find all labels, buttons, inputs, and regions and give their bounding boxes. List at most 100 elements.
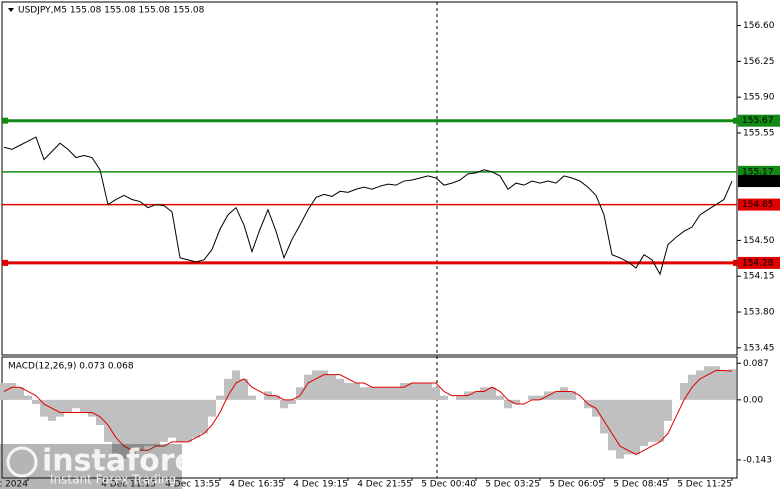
- macd-bar: [8, 383, 16, 400]
- chart-title: USDJPY,M5 155.08 155.08 155.08 155.08: [18, 6, 205, 16]
- y-tick-label: 155.90: [743, 93, 775, 103]
- y-tick-label: 154.15: [743, 272, 775, 282]
- last-badge: [738, 175, 780, 188]
- macd-bar: [472, 391, 480, 400]
- macd-bar: [320, 370, 328, 400]
- macd-bar: [56, 399, 64, 417]
- level-handle: [2, 259, 8, 266]
- x-tick-label: 4 Dec 16:35: [229, 480, 284, 489]
- macd-bar: [720, 370, 728, 400]
- macd-bar: [216, 395, 224, 400]
- macd-bar: [32, 399, 40, 405]
- price-panel: [1, 1, 738, 356]
- level-label: 155.67: [742, 116, 774, 126]
- macd-bar: [160, 399, 168, 442]
- x-tick-label: 4 Dec 19:15: [293, 480, 348, 489]
- macd-bar: [80, 399, 88, 413]
- y-tick-label: 155.55: [743, 128, 775, 138]
- macd-bar: [480, 387, 488, 400]
- macd-bar: [312, 370, 320, 400]
- macd-bar: [224, 378, 232, 400]
- macd-bar: [296, 387, 304, 400]
- macd-bar: [336, 378, 344, 400]
- macd-bar: [168, 399, 176, 438]
- level-badge: [738, 165, 780, 178]
- macd-bar: [424, 383, 432, 400]
- level-handle: [2, 117, 8, 124]
- y-tick-label: 0.087: [743, 359, 769, 369]
- macd-bar: [608, 399, 616, 451]
- macd-bar: [360, 387, 368, 400]
- x-tick-label: 4 Dec 11:15: [101, 480, 156, 489]
- macd-bar: [640, 399, 648, 447]
- macd-bar: [248, 395, 256, 400]
- macd-bar: [24, 395, 32, 400]
- macd-bar: [288, 399, 296, 405]
- x-tick-label: 5 Dec 00:40: [421, 480, 476, 489]
- macd-bar: [208, 399, 216, 417]
- x-tick-label: 4 Dec 13:55: [165, 480, 220, 489]
- last-label: 155.08: [742, 177, 774, 187]
- macd-bar: [432, 387, 440, 400]
- level-label: 155.17: [742, 167, 774, 177]
- macd-bar: [112, 399, 120, 455]
- macd-bar: [376, 387, 384, 400]
- level-label: 154.28: [742, 258, 774, 268]
- macd-bar: [192, 399, 200, 438]
- macd-bar: [96, 399, 104, 426]
- y-tick-label: 156.25: [743, 57, 775, 67]
- macd-bar: [488, 387, 496, 400]
- macd-bar: [696, 370, 704, 400]
- y-tick-label: 153.45: [743, 343, 775, 353]
- macd-bar: [704, 366, 712, 400]
- macd-bar: [344, 383, 352, 400]
- macd-bar: [392, 387, 400, 400]
- macd-bar: [528, 395, 536, 400]
- macd-bar: [536, 395, 544, 400]
- macd-bar: [64, 399, 72, 413]
- y-tick-label: -0.143: [743, 455, 772, 465]
- x-tick-label: 5 Dec 03:25: [485, 480, 540, 489]
- macd-bar: [184, 399, 192, 442]
- macd-bar: [304, 374, 312, 400]
- macd-bar: [152, 399, 160, 447]
- macd-bar: [600, 399, 608, 434]
- x-tick-label: 4 Dec 21:55: [357, 480, 412, 489]
- macd-bar: [200, 399, 208, 434]
- macd-bar: [728, 369, 736, 400]
- macd-title: MACD(12,26,9) 0.073 0.068: [8, 362, 134, 372]
- macd-bar: [552, 391, 560, 400]
- logo-icon: [6, 446, 38, 478]
- macd-bar: [416, 383, 424, 400]
- macd-bar: [120, 399, 128, 459]
- macd-bar: [272, 395, 280, 400]
- macd-bar: [16, 387, 24, 400]
- macd-bar: [352, 383, 360, 400]
- macd-bar: [328, 374, 336, 400]
- macd-bar: [128, 399, 136, 455]
- macd-bar: [72, 399, 80, 409]
- y-tick-label: 154.50: [743, 236, 775, 246]
- level-handle: [733, 259, 739, 266]
- y-tick-label: 0.00: [743, 395, 763, 405]
- logo-tagline: Instant Forex Trading: [50, 473, 176, 487]
- y-tick-label: 156.60: [743, 21, 775, 31]
- macd-bar: [456, 395, 464, 400]
- x-tick-label: 4 Dec 2024: [0, 480, 28, 489]
- macd-bar: [656, 399, 664, 442]
- macd-bar: [144, 399, 152, 447]
- macd-bar: [712, 366, 720, 400]
- macd-bar: [0, 383, 8, 400]
- macd-bar: [368, 387, 376, 400]
- macd-bar: [632, 399, 640, 455]
- macd-bar: [616, 399, 624, 459]
- signal-line: [3, 369, 733, 456]
- macd-bar: [40, 399, 48, 417]
- macd-bar: [680, 383, 688, 400]
- price-line: [3, 136, 733, 276]
- macd-bar: [240, 378, 248, 400]
- y-tick-label: 153.80: [743, 308, 775, 318]
- level-label: 154.85: [742, 200, 774, 210]
- macd-bar: [512, 399, 520, 405]
